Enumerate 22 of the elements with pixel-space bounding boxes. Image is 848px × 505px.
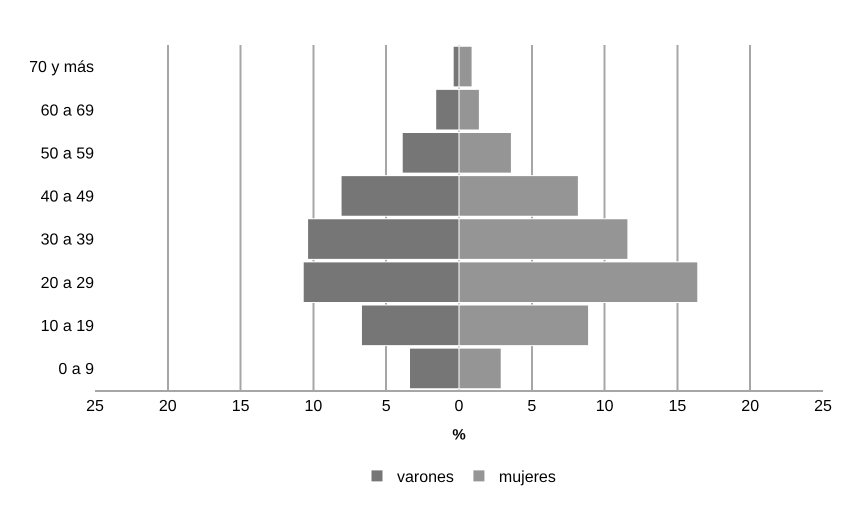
x-tick-label: 0 bbox=[454, 398, 464, 416]
legend-label: mujeres bbox=[498, 469, 556, 486]
x-tick-label: 5 bbox=[382, 398, 391, 416]
y-tick-label: 60 a 69 bbox=[40, 102, 94, 120]
y-tick-label: 20 a 29 bbox=[40, 274, 94, 292]
y-tick-label: 0 a 9 bbox=[58, 361, 94, 378]
y-tick-label: 40 a 49 bbox=[40, 188, 94, 206]
x-tick-label: 25 bbox=[86, 398, 104, 416]
x-tick-label: 5 bbox=[527, 398, 536, 416]
legend-label: varones bbox=[397, 469, 454, 486]
y-tick-label: 30 a 39 bbox=[40, 232, 94, 249]
x-tick-label: 10 bbox=[304, 398, 322, 416]
x-tick-label: 10 bbox=[596, 398, 614, 416]
x-tick-label: 20 bbox=[158, 398, 177, 416]
x-tick-label: 20 bbox=[741, 398, 760, 416]
x-tick-label: 25 bbox=[814, 398, 832, 416]
y-tick-label: 70 y más bbox=[29, 59, 94, 76]
x-tick-label: 15 bbox=[232, 398, 250, 416]
y-tick-label: 10 a 19 bbox=[40, 318, 94, 335]
y-tick-label: 50 a 59 bbox=[40, 145, 94, 162]
x-tick-label: 15 bbox=[668, 398, 686, 416]
x-axis-title: % bbox=[452, 426, 466, 444]
